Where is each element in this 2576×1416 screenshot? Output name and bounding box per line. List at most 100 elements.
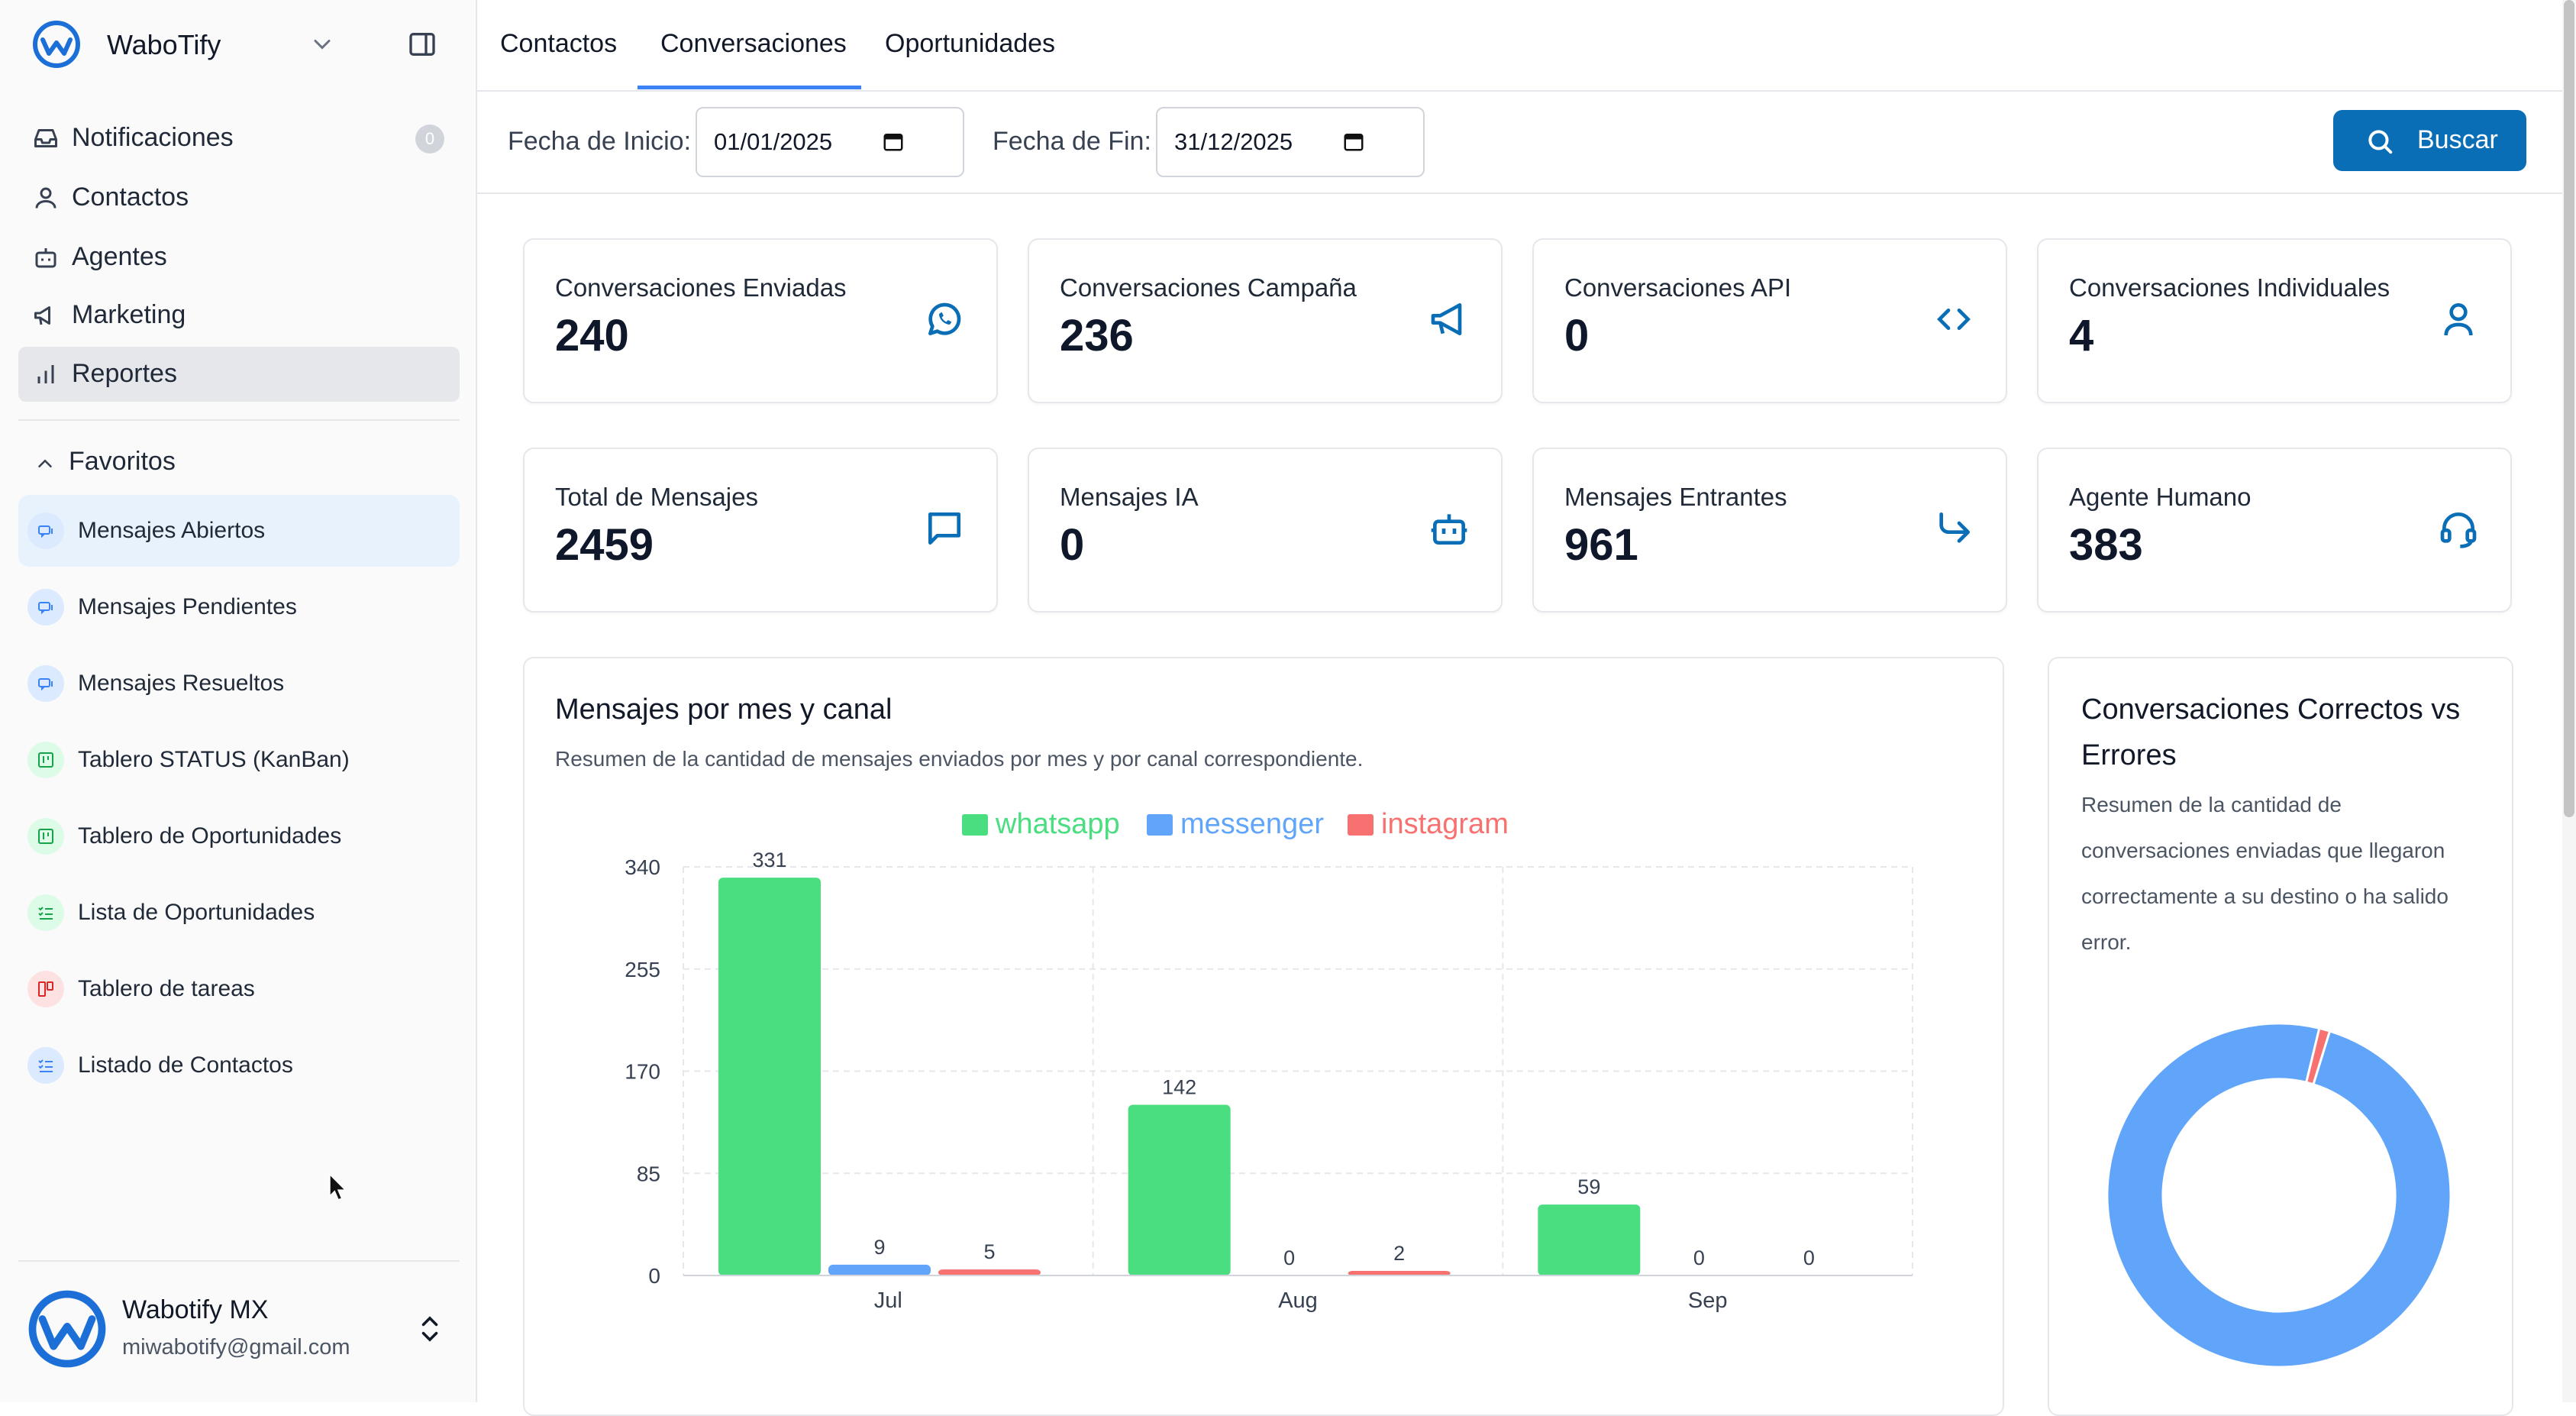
stat-value: 236 [1060, 311, 1134, 360]
stat-value: 383 [2069, 520, 2143, 570]
task-board-icon [27, 971, 64, 1007]
brand-name[interactable]: WaboTify [107, 29, 221, 60]
x-tick-label: Sep [1688, 1288, 1728, 1313]
data-label: 59 [1577, 1175, 1600, 1198]
favorite-item[interactable]: Lista de Oportunidades [18, 877, 460, 949]
sidebar-item-contactos[interactable]: Contactos [18, 170, 460, 225]
y-tick-label: 0 [648, 1264, 660, 1288]
stat-title: Agente Humano [2069, 483, 2252, 511]
tab-oportunidades[interactable]: Oportunidades [885, 29, 1056, 58]
stat-value: 961 [1564, 520, 1638, 570]
favorites-heading[interactable]: Favoritos [69, 447, 176, 476]
donut-slice-1 [2304, 1026, 2332, 1086]
start-date-value: 01/01/2025 [714, 128, 833, 155]
bot-icon [35, 248, 56, 268]
favorite-item-label: Mensajes Resueltos [78, 671, 285, 696]
filter-bar [477, 90, 2562, 194]
tab-contactos[interactable]: Contactos [500, 29, 618, 58]
user-email: miwabotify@gmail.com [122, 1335, 350, 1359]
kanban-icon [27, 742, 64, 778]
active-tab-indicator [638, 86, 861, 89]
donut-chart-description-1: Resumen de la cantidad de [2081, 793, 2342, 816]
favorite-item-label: Listado de Contactos [78, 1052, 293, 1078]
stat-card-mensajes-ia: Mensajes IA 0 [1028, 448, 1503, 613]
data-label: 331 [752, 849, 786, 871]
list-checks-icon [27, 894, 64, 931]
user-menu[interactable] [18, 1260, 460, 1404]
stat-title: Total de Mensajes [555, 483, 758, 511]
y-tick-label: 170 [625, 1060, 660, 1084]
stat-title: Conversaciones Individuales [2069, 273, 2390, 302]
messages-icon [27, 665, 64, 702]
chevrons-up-down-icon[interactable] [417, 1314, 443, 1344]
x-tick-label: Jul [874, 1288, 902, 1313]
donut-chart [2106, 1022, 2452, 1369]
start-date-input[interactable]: 01/01/2025 [696, 107, 964, 177]
calendar-icon[interactable] [1342, 130, 1365, 153]
data-label: 142 [1162, 1076, 1196, 1099]
bar-messenger-jul [828, 1264, 931, 1275]
legend-label-instagram: instagram [1381, 808, 1509, 840]
y-tick-label: 340 [625, 855, 660, 879]
message-square-icon [928, 512, 960, 545]
sidebar-item-label: Reportes [72, 359, 177, 388]
stat-card-conversaciones-individuales: Conversaciones Individuales 4 [2037, 238, 2512, 403]
y-tick-label: 85 [637, 1162, 660, 1185]
legend-swatch-whatsapp [962, 814, 988, 836]
favorite-item[interactable]: Tablero de tareas [18, 953, 460, 1025]
legend-swatch-messenger [1147, 814, 1173, 836]
avatar[interactable] [27, 1289, 107, 1369]
search-button[interactable]: Buscar [2333, 110, 2526, 171]
stat-value: 0 [1060, 520, 1085, 570]
megaphone-icon [34, 306, 50, 325]
stat-card-conversaciones-api: Conversaciones API 0 [1532, 238, 2007, 403]
sidebar-toggle-icon[interactable] [406, 29, 438, 60]
favorite-item-label: Lista de Oportunidades [78, 900, 315, 925]
stat-value: 240 [555, 311, 629, 360]
chevron-up-icon[interactable] [34, 452, 56, 475]
messages-icon [27, 512, 64, 549]
bar-whatsapp-jul [718, 878, 821, 1275]
sidebar: WaboTify Notificaciones 0 Contactos Agen… [0, 0, 477, 1402]
sidebar-item-label: Marketing [72, 300, 186, 329]
search-button-label: Buscar [2417, 125, 2498, 154]
legend-label-messenger: messenger [1180, 808, 1324, 840]
kanban-icon [27, 818, 64, 855]
favorite-item[interactable]: Tablero de Oportunidades [18, 800, 460, 872]
favorite-item[interactable]: Listado de Contactos [18, 1030, 460, 1101]
stat-card-total-mensajes: Total de Mensajes 2459 [523, 448, 998, 613]
sidebar-item-reportes[interactable]: Reportes [18, 347, 460, 402]
stat-title: Mensajes IA [1060, 483, 1199, 511]
favorite-item[interactable]: Tablero STATUS (KanBan) [18, 724, 460, 796]
data-label: 0 [1283, 1246, 1295, 1269]
stat-title: Conversaciones API [1564, 273, 1792, 302]
stat-title: Mensajes Entrantes [1564, 483, 1787, 511]
sidebar-item-marketing[interactable]: Marketing [18, 288, 460, 343]
sidebar-item-notificaciones[interactable]: Notificaciones 0 [18, 111, 460, 166]
search-icon [2368, 130, 2393, 154]
stat-value: 4 [2069, 311, 2094, 360]
user-name: Wabotify MX [122, 1295, 269, 1324]
scrollbar-thumb[interactable] [2564, 0, 2574, 817]
favorite-item-label: Tablero de Oportunidades [78, 823, 342, 849]
favorite-item-label: Mensajes Abiertos [78, 518, 266, 543]
chevron-down-icon[interactable] [308, 31, 336, 58]
whatsapp-icon [928, 302, 961, 335]
end-date-input[interactable]: 31/12/2025 [1156, 107, 1425, 177]
tab-conversaciones[interactable]: Conversaciones [660, 29, 847, 58]
data-label: 0 [1803, 1246, 1815, 1269]
legend-label-whatsapp: whatsapp [995, 808, 1120, 840]
sidebar-item-agentes[interactable]: Agentes [18, 230, 460, 285]
user-icon [35, 187, 56, 209]
calendar-icon[interactable] [882, 130, 905, 153]
wabotify-logo-icon[interactable] [32, 20, 81, 69]
notification-count-badge: 0 [415, 124, 444, 154]
donut-slice-0 [2106, 1022, 2452, 1369]
data-label: 9 [873, 1236, 885, 1259]
donut-chart-description-3: correctamente a su destino o ha salido [2081, 884, 2448, 908]
favorite-item[interactable]: Mensajes Pendientes [18, 571, 460, 643]
stat-card-conversaciones-enviadas: Conversaciones Enviadas 240 [523, 238, 998, 403]
favorite-item[interactable]: Mensajes Resueltos [18, 648, 460, 719]
favorite-item[interactable]: Mensajes Abiertos [18, 495, 460, 567]
donut-chart-panel [2048, 657, 2513, 1416]
